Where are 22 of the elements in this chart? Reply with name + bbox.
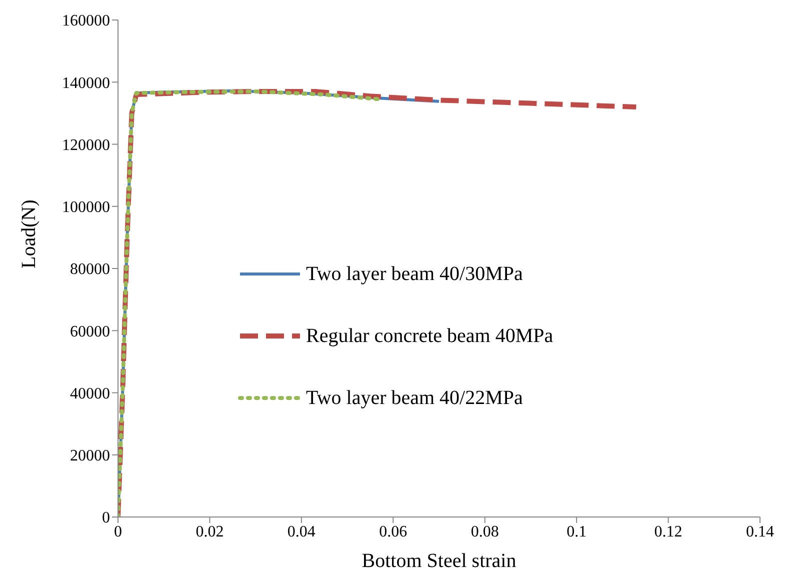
x-tick-label: 0.14 — [746, 523, 774, 540]
y-tick-label: 140000 — [62, 74, 110, 92]
y-tick-label: 160000 — [62, 12, 110, 30]
y-tick-label: 40000 — [70, 385, 110, 402]
y-tick-label: 60000 — [70, 323, 110, 340]
x-tick-label: 0.02 — [196, 523, 224, 540]
x-tick-label: 0.08 — [470, 523, 499, 540]
y-tick-label: 0 — [102, 510, 110, 527]
x-tick-label: 0.06 — [379, 523, 408, 540]
legend-label: Two layer beam 40/22MPa — [306, 386, 523, 410]
legend-label: Two layer beam 40/30MPa — [306, 262, 523, 286]
y-axis-title: Load(N) — [18, 200, 40, 268]
x-axis-title: Bottom Steel strain — [362, 550, 516, 572]
x-tick-label: 0.04 — [287, 523, 316, 540]
y-tick-label: 120000 — [62, 136, 110, 154]
y-tick-label: 80000 — [70, 261, 110, 278]
y-tick-label: 20000 — [70, 448, 110, 465]
x-tick-label: 0.1 — [566, 523, 587, 540]
x-tick-label: 0.12 — [654, 523, 682, 540]
x-tick-label: 0 — [114, 523, 122, 540]
y-tick-label: 100000 — [62, 199, 110, 216]
legend-label: Regular concrete beam 40MPa — [306, 324, 554, 348]
